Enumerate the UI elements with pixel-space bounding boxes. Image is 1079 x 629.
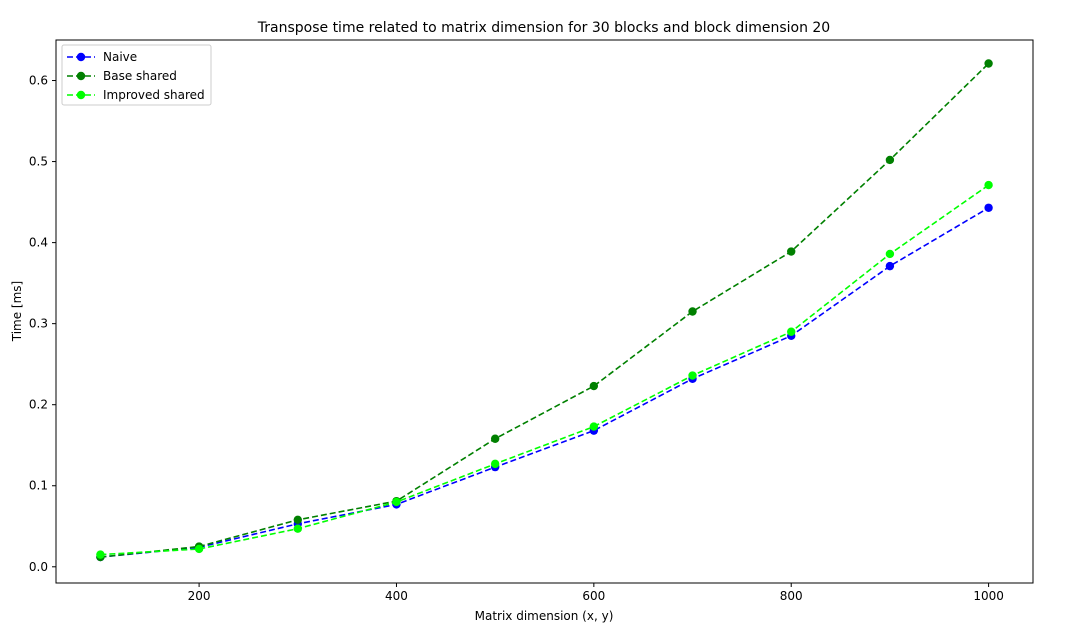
plot-frame <box>55 39 1034 584</box>
legend: Naive Base shared Improved shared <box>61 44 212 106</box>
y-tick-label: 0.1 <box>29 479 48 493</box>
x-axis: 200 400 600 800 1000 <box>188 583 1004 603</box>
legend-item: Base shared <box>67 69 177 83</box>
y-tick-label: 0.5 <box>29 155 48 169</box>
y-axis: 0.0 0.1 0.2 0.3 0.4 0.5 0.6 <box>29 74 56 574</box>
data-point <box>490 434 500 443</box>
y-tick-label: 0.2 <box>29 398 48 412</box>
data-point <box>589 381 599 391</box>
legend-box <box>61 44 212 106</box>
x-axis-label: Matrix dimension (x, y) <box>475 609 614 623</box>
data-point <box>589 422 599 431</box>
data-point <box>96 550 105 559</box>
series-improved-shared <box>96 180 993 559</box>
legend-item: Improved shared <box>67 88 205 102</box>
data-point <box>194 544 204 554</box>
x-tick-label: 400 <box>385 589 408 603</box>
data-point <box>490 459 500 469</box>
data-point <box>688 371 697 380</box>
x-tick-label: 1000 <box>973 589 1004 603</box>
data-point <box>885 155 895 165</box>
legend-label: Improved shared <box>103 88 205 102</box>
data-point <box>392 497 401 507</box>
y-tick-label: 0.4 <box>29 236 48 250</box>
legend-marker <box>76 52 86 62</box>
x-tick-label: 200 <box>188 589 211 603</box>
data-point <box>984 180 993 190</box>
series-line <box>100 207 990 558</box>
data-point <box>787 327 796 336</box>
series-line <box>100 62 990 558</box>
legend-item: Naive <box>67 50 137 64</box>
plot-area <box>55 39 1034 584</box>
data-point <box>885 261 895 271</box>
data-point <box>885 249 895 259</box>
x-tick-label: 600 <box>582 589 605 603</box>
x-tick-label: 800 <box>780 589 803 603</box>
legend-label: Naive <box>103 50 137 64</box>
chart-title: Transpose time related to matrix dimensi… <box>257 20 830 36</box>
y-tick-label: 0.0 <box>29 560 48 574</box>
y-tick-label: 0.6 <box>29 74 48 88</box>
data-point <box>984 59 993 68</box>
data-point <box>293 524 302 533</box>
legend-marker <box>76 71 86 81</box>
y-axis-label: Time [ms] <box>10 281 24 343</box>
data-point <box>688 307 697 316</box>
y-tick-label: 0.3 <box>29 317 48 331</box>
data-point <box>293 515 302 524</box>
legend-label: Base shared <box>103 69 177 83</box>
series-line <box>100 184 990 556</box>
data-point <box>787 247 796 256</box>
data-point <box>984 203 993 212</box>
series-layer <box>96 59 993 562</box>
legend-marker <box>76 90 86 100</box>
